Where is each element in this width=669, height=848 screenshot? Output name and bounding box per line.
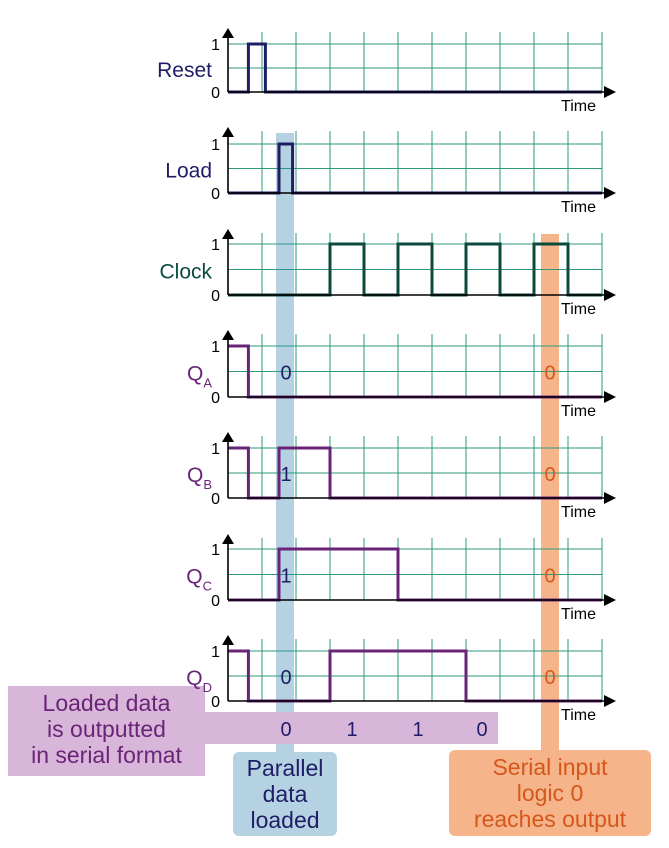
tick-label-low: 0 [211, 288, 220, 305]
parallel-callout-line-3: loaded [250, 807, 320, 833]
serial-input-callout: Serial input logic 0 reaches output [449, 750, 651, 836]
waveform-qd [228, 649, 602, 703]
time-axis-label: Time [561, 301, 596, 318]
loaded-bit-qa: 0 [280, 363, 291, 385]
tick-label-high: 1 [211, 339, 220, 356]
serial-input-callout-box [449, 750, 651, 836]
axes-qc: 1 0 Time [211, 534, 616, 623]
axes-qb: 1 0 Time [211, 432, 616, 521]
serial-input-bit-qc: 0 [544, 566, 555, 588]
tick-label-high: 1 [211, 542, 220, 559]
signal-label-load: Load [165, 160, 212, 183]
grid-reset [228, 32, 603, 92]
tick-label-low: 0 [211, 593, 220, 610]
serial-callout-line-3: in serial format [31, 742, 182, 768]
level-axis-arrow [222, 28, 234, 38]
parallel-callout-box [233, 752, 337, 836]
serial-callout-line-2: is outputted [47, 716, 166, 742]
axes-clock: 1 0 Time [211, 229, 616, 318]
signal-label-text: Q [187, 464, 203, 487]
signal-label-qb: QB [187, 464, 212, 492]
loaded-bit-qd: 0 [280, 667, 291, 689]
tick-label-low: 0 [211, 694, 220, 711]
signal-label-qc: QC [186, 566, 212, 594]
serial-input-line-3: reaches output [473, 806, 627, 832]
time-axis-label: Time [561, 707, 596, 724]
parallel-callout-line-1: Parallel [246, 755, 324, 781]
axes-layer: 1 0 Time 1 0 Time 1 0 Time 1 0 Time 1 0 Time 1 0 Time 1 0 Ti… [211, 28, 616, 724]
loaded-bit-qc: 1 [280, 566, 291, 588]
serial-output-bit: 0 [476, 719, 487, 741]
signal-label-text: Q [186, 566, 202, 589]
serial-callout-line-1: Loaded data [42, 690, 171, 716]
loaded-bit-qb: 1 [280, 464, 291, 486]
time-axis-label: Time [561, 98, 596, 115]
parallel-loaded-callout: Parallel data loaded [233, 752, 337, 836]
time-axis-arrow [604, 594, 616, 606]
signal-label-clock: Clock [159, 261, 212, 284]
serial-format-callout: Loaded data is outputted in serial forma… [8, 686, 205, 776]
grid-qb [228, 436, 603, 498]
time-axis-arrow [604, 695, 616, 707]
serial-input-line-2: logic 0 [516, 780, 584, 806]
serial-output-bit: 1 [412, 719, 423, 741]
time-axis-arrow [604, 289, 616, 301]
level-axis-arrow [222, 432, 234, 442]
tick-label-high: 1 [211, 137, 220, 154]
signal-label-qd: QD [186, 667, 212, 695]
signal-label-text: Q [187, 363, 203, 386]
axes-qd: 1 0 Time [211, 635, 616, 724]
signal-label-subscript: C [203, 579, 212, 594]
signal-label-subscript: B [203, 477, 212, 492]
level-axis-arrow [222, 635, 234, 645]
signal-label-reset: Reset [157, 59, 212, 82]
signal-label-text: Q [186, 667, 202, 690]
axes-load: 1 0 Time [211, 127, 616, 216]
waveform-qb [228, 446, 602, 500]
time-axis-label: Time [561, 504, 596, 521]
serial-input-bit-qd: 0 [544, 667, 555, 689]
signal-label-qa: QA [187, 363, 212, 391]
tick-label-low: 0 [211, 186, 220, 203]
signal-label-text: Load [165, 160, 212, 183]
tick-label-high: 1 [211, 644, 220, 661]
serial-bits-strip [200, 712, 498, 744]
serial-output-bits: 0 1 1 0 [280, 719, 487, 741]
time-axis-arrow [604, 492, 616, 504]
grid-qa [228, 334, 603, 397]
level-axis-arrow [222, 534, 234, 544]
signal-label-text: Reset [157, 59, 212, 82]
signal-label-subscript: A [203, 376, 212, 391]
parallel-callout-line-2: data [262, 781, 308, 807]
tick-label-low: 0 [211, 390, 220, 407]
time-axis-arrow [604, 391, 616, 403]
time-axis-label: Time [561, 199, 596, 216]
tick-label-high: 1 [211, 237, 220, 254]
serial-output-bit: 1 [346, 719, 357, 741]
signal-label-subscript: D [203, 680, 212, 695]
serial-input-bit-qb: 0 [544, 464, 555, 486]
serial-input-line-1: Serial input [492, 754, 608, 780]
time-axis-arrow [604, 86, 616, 98]
serial-callout-box [8, 686, 205, 776]
tick-label-high: 1 [211, 441, 220, 458]
level-axis-arrow [222, 229, 234, 239]
serial-output-bit: 0 [280, 719, 291, 741]
tick-label-low: 0 [211, 85, 220, 102]
tick-label-low: 0 [211, 491, 220, 508]
time-axis-arrow [604, 187, 616, 199]
signal-label-text: Clock [159, 261, 212, 284]
level-axis-arrow [222, 127, 234, 137]
axes-reset: 1 0 Time [211, 28, 616, 115]
level-axis-arrow [222, 330, 234, 340]
time-axis-label: Time [561, 606, 596, 623]
tick-label-high: 1 [211, 37, 220, 54]
time-axis-label: Time [561, 403, 596, 420]
serial-input-bit-qa: 0 [544, 363, 555, 385]
parallel-load-band [276, 133, 294, 755]
axes-qa: 1 0 Time [211, 330, 616, 420]
serial-input-band [541, 234, 559, 755]
